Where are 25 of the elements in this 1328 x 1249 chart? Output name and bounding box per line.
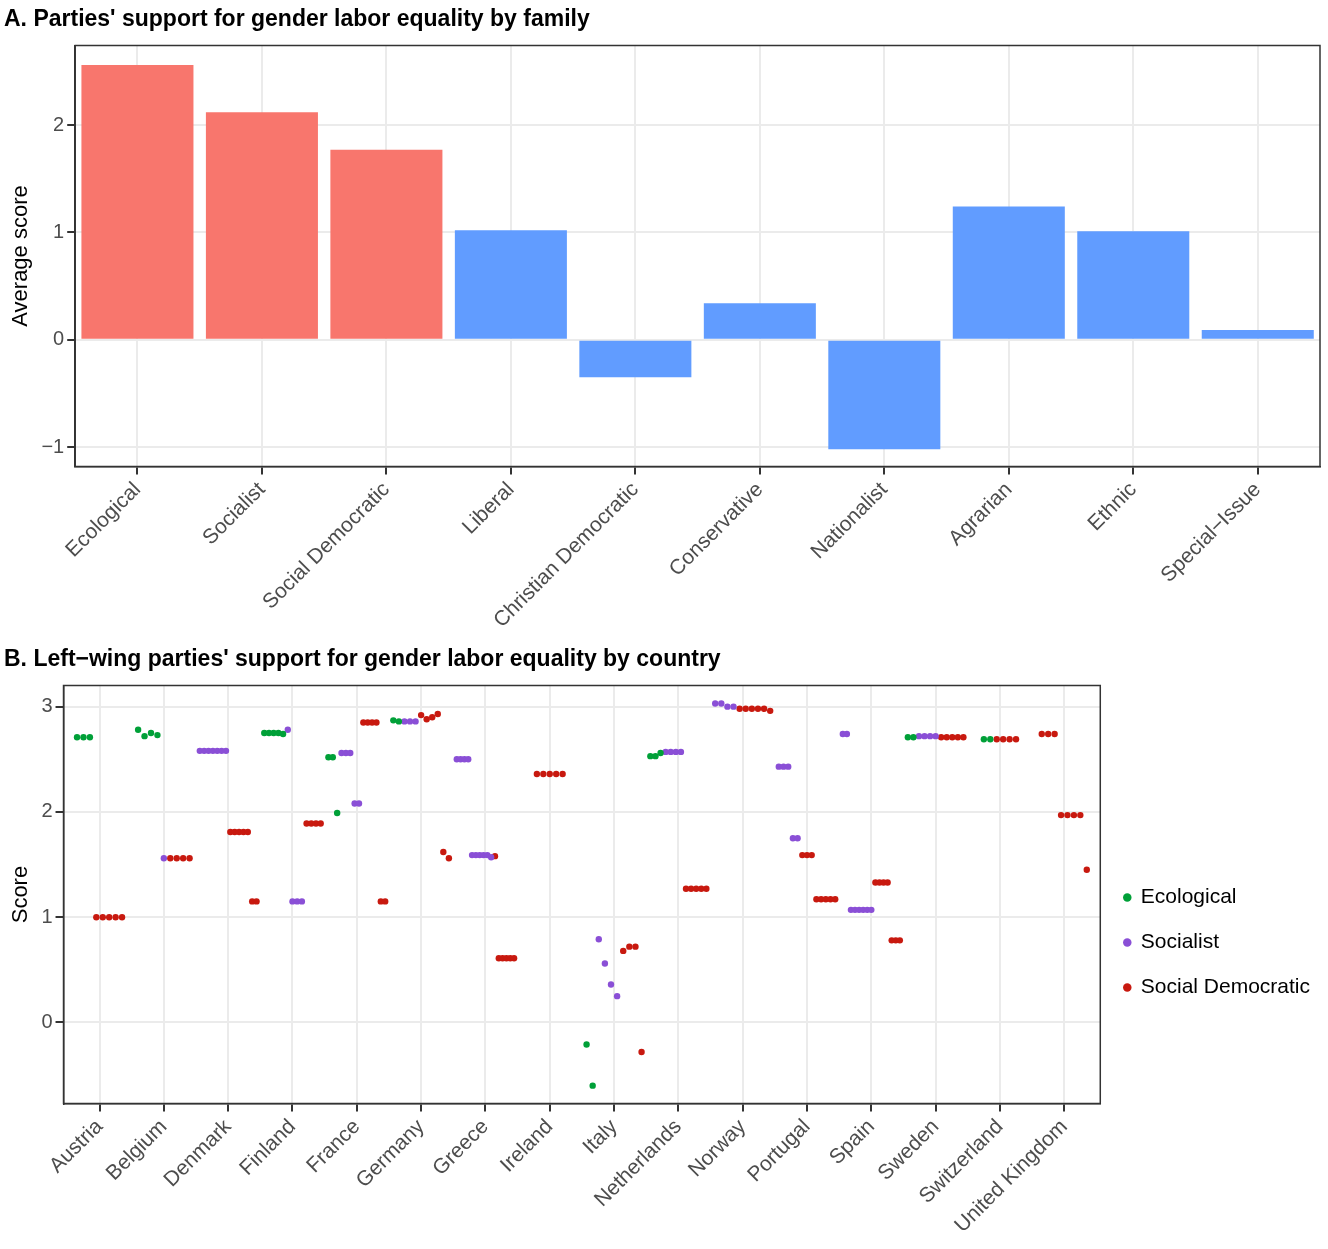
y-axis-title: Score (7, 865, 33, 924)
y-tick-label: 1 (41, 904, 53, 927)
y-tick-label: 2 (53, 112, 65, 135)
legend-label: Socialist (1140, 929, 1220, 953)
chart-title: B. Left−wing parties' support for gender labor equality by country (4, 645, 721, 672)
bar (1077, 231, 1190, 339)
bar (952, 206, 1065, 339)
y-tick-label: −1 (41, 434, 65, 457)
y-tick-label: 1 (53, 219, 65, 242)
y-axis-title: Average score (7, 185, 33, 327)
legend-label: Social Democratic (1140, 974, 1311, 998)
bar (330, 149, 443, 339)
bar (81, 64, 194, 339)
bar (828, 340, 941, 450)
bar (703, 303, 816, 339)
y-tick-label: 0 (53, 327, 65, 350)
bar (1201, 330, 1314, 339)
y-tick-label: 0 (41, 1009, 53, 1032)
chart-title: A. Parties' support for gender labor equality by family (4, 5, 590, 32)
bar (454, 230, 567, 339)
y-tick-label: 3 (41, 694, 53, 717)
bar (579, 340, 692, 378)
bar (205, 112, 318, 339)
legend-label: Ecological (1140, 884, 1237, 908)
y-tick-label: 2 (41, 799, 53, 822)
